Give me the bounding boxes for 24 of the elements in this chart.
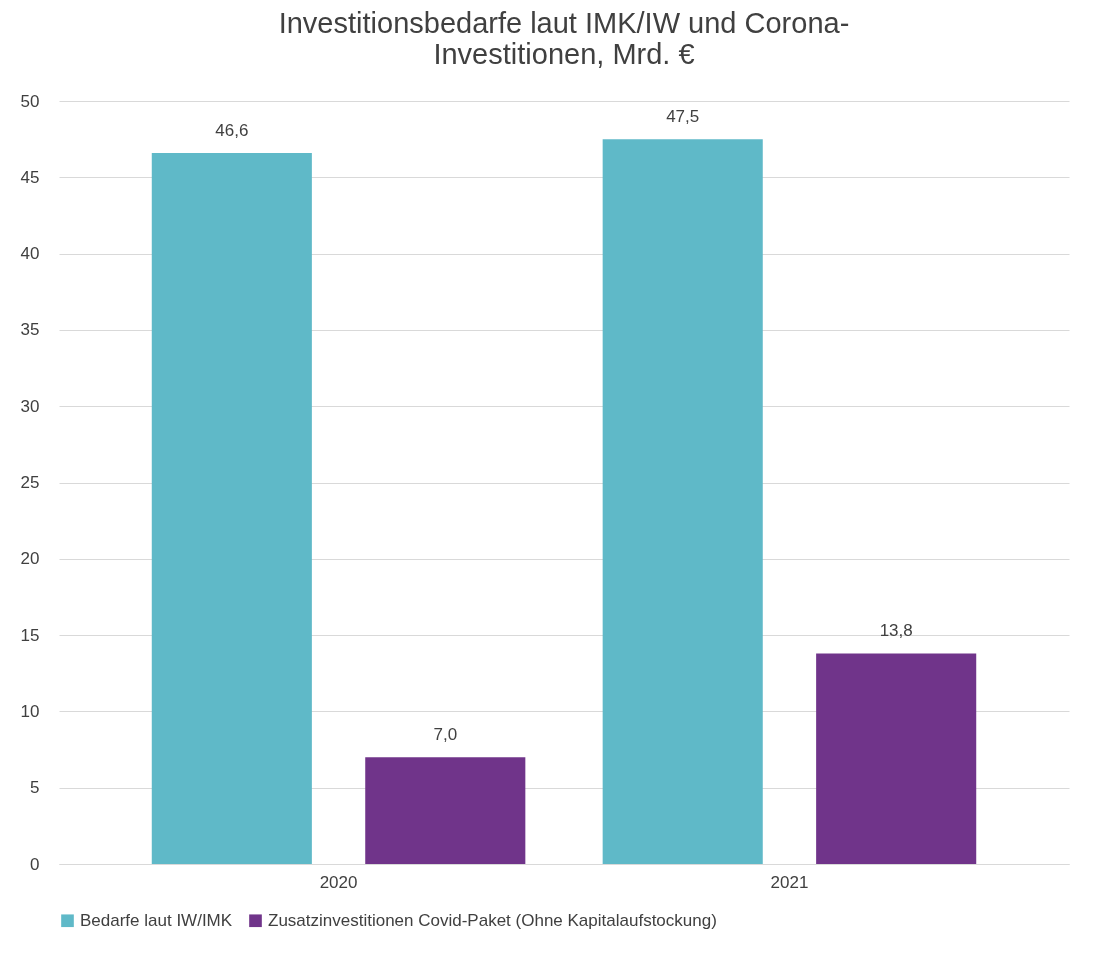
legend-label: Zusatzinvestitionen Covid-Paket (Ohne Kapitalaufstockung) <box>268 910 717 930</box>
y-tick-label: 0 <box>30 854 40 874</box>
y-tick-label: 50 <box>20 91 40 111</box>
y-tick-label: 40 <box>20 244 40 264</box>
data-label: 13,8 <box>879 621 913 641</box>
y-tick-label: 45 <box>20 167 40 187</box>
bar <box>816 653 977 864</box>
data-label: 47,5 <box>666 107 700 127</box>
y-tick-label: 25 <box>20 473 40 492</box>
chart-title: Investitionsbedarfe laut IMK/IW und Corona-Investitionen, Mrd. € <box>278 7 850 70</box>
legend-label: Bedarfe laut IW/IMK <box>80 910 233 930</box>
bar <box>151 152 312 864</box>
y-tick-label: 10 <box>20 701 40 721</box>
y-tick-label: 5 <box>30 778 40 798</box>
y-tick-label: 35 <box>20 320 40 340</box>
y-tick-label: 20 <box>20 549 40 569</box>
bar <box>602 139 763 864</box>
y-tick-label: 15 <box>20 625 40 645</box>
bar <box>365 757 526 864</box>
data-label: 46,6 <box>215 120 249 140</box>
y-tick-label: 30 <box>20 396 40 416</box>
x-tick-label: 2020 <box>319 872 358 892</box>
x-tick-label: 2021 <box>770 872 809 892</box>
data-label: 7,0 <box>433 725 458 745</box>
